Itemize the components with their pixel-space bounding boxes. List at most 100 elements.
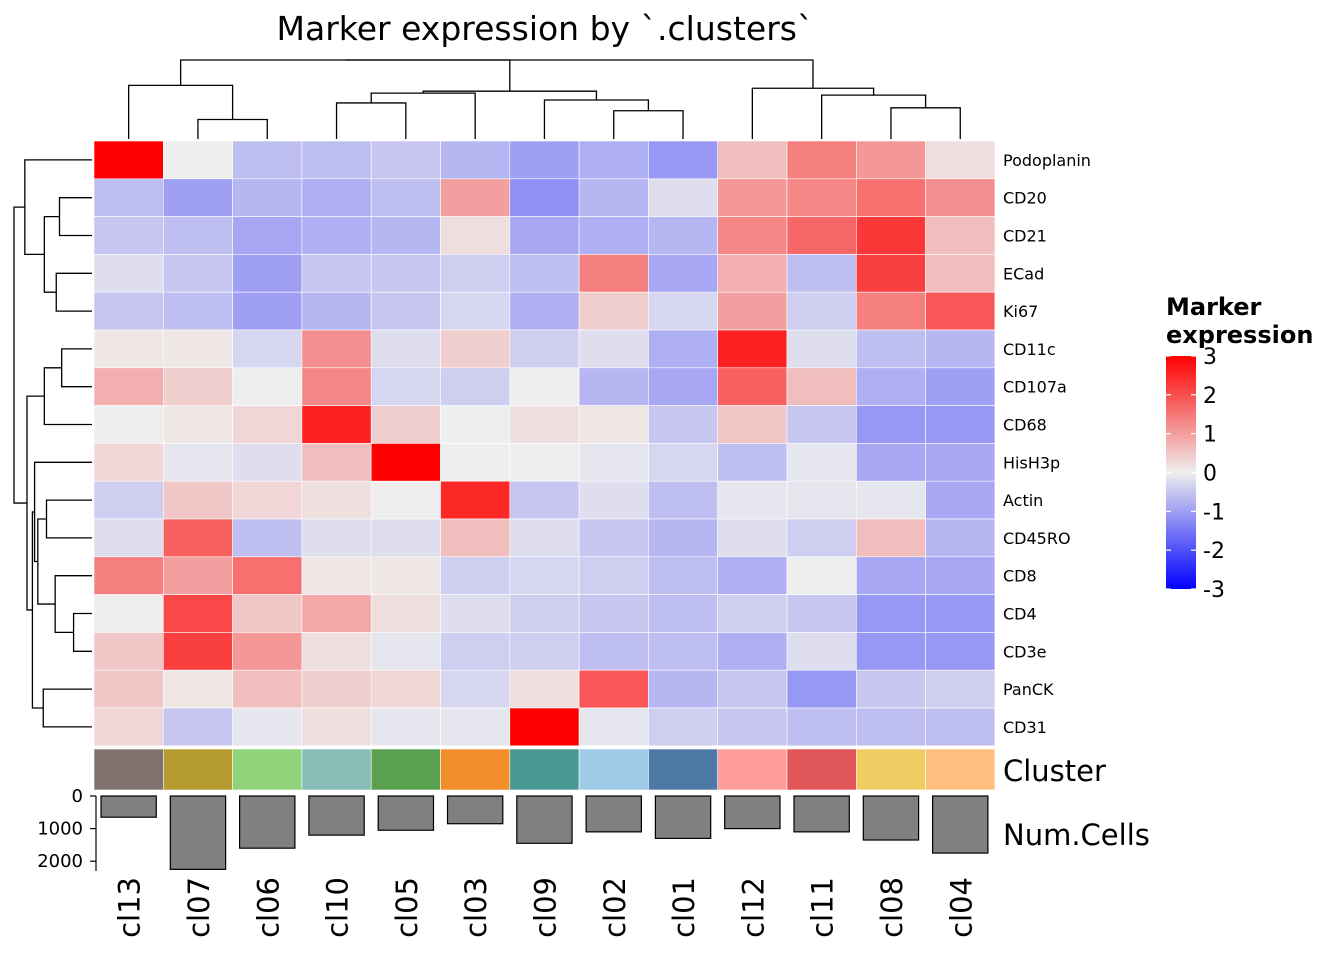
num-cells-bar xyxy=(100,795,157,818)
dendrogram-branch xyxy=(543,99,650,139)
heatmap-cell xyxy=(717,329,788,369)
heatmap-cell xyxy=(855,405,926,444)
num-cells-bar xyxy=(446,795,504,825)
heatmap-cell xyxy=(301,329,372,369)
row-label: CD107a xyxy=(1003,378,1067,397)
heatmap-cell xyxy=(163,367,233,406)
heatmap-cell xyxy=(232,594,303,633)
legend-tick-label: -1 xyxy=(1203,500,1225,525)
heatmap-cell xyxy=(648,140,719,180)
heatmap-cell xyxy=(440,632,511,671)
heatmap-cell xyxy=(578,707,649,747)
cluster-color-cell xyxy=(717,748,788,791)
heatmap-cell xyxy=(717,556,788,595)
heatmap-cell xyxy=(509,367,580,406)
heatmap-cell xyxy=(786,140,857,180)
heatmap-cell xyxy=(163,405,233,444)
cluster-color-cell xyxy=(648,748,719,791)
heatmap-cell xyxy=(440,405,511,444)
row-label: ECad xyxy=(1003,264,1044,283)
heatmap-cell xyxy=(925,594,996,633)
heatmap-cell xyxy=(301,216,372,255)
row-label: CD45RO xyxy=(1003,529,1071,548)
row-label: CD3e xyxy=(1003,642,1047,661)
heatmap-cell xyxy=(301,556,372,595)
heatmap-cell xyxy=(786,669,857,709)
heatmap-cell xyxy=(232,518,303,558)
row-label: CD68 xyxy=(1003,416,1047,435)
dendrogram-branch xyxy=(13,206,27,504)
dendrogram-branch xyxy=(43,367,92,426)
cluster-color-cell xyxy=(578,748,649,791)
heatmap-cell xyxy=(855,632,926,671)
dendrogram-branch xyxy=(335,102,407,139)
heatmap-cell xyxy=(93,329,164,369)
heatmap-cell xyxy=(301,405,372,444)
heatmap-cell xyxy=(925,707,996,747)
heatmap-cell xyxy=(93,518,164,558)
heatmap-cell xyxy=(232,367,303,406)
heatmap-cell xyxy=(163,443,233,482)
heatmap-cell xyxy=(855,178,926,217)
heatmap-cell xyxy=(440,291,511,331)
row-label: Actin xyxy=(1003,491,1043,510)
heatmap-cell xyxy=(370,216,441,255)
heatmap-cell xyxy=(232,329,303,369)
heatmap-cell xyxy=(925,329,996,369)
heatmap-cell xyxy=(717,594,788,633)
heatmap-cell xyxy=(855,480,926,520)
heatmap-cell xyxy=(370,518,441,558)
heatmap-cell xyxy=(717,140,788,180)
heatmap-cell xyxy=(855,518,926,558)
heatmap-cell xyxy=(93,140,164,180)
heatmap-cell xyxy=(925,291,996,331)
heatmap-cell xyxy=(648,518,719,558)
heatmap-cell xyxy=(648,594,719,633)
heatmap-cell xyxy=(578,291,649,331)
heatmap-cell xyxy=(855,367,926,406)
heatmap-cell xyxy=(440,140,511,180)
heatmap-cell xyxy=(786,594,857,633)
legend-tick-label: 1 xyxy=(1203,423,1217,448)
cluster-color-cell xyxy=(440,748,511,791)
heatmap-cell xyxy=(717,707,788,747)
row-label: CD4 xyxy=(1003,605,1037,624)
heatmap-cell xyxy=(509,405,580,444)
dendrogram-branch xyxy=(890,107,961,139)
heatmap-cell xyxy=(301,594,372,633)
heatmap-cell xyxy=(440,367,511,406)
heatmap-cell xyxy=(648,216,719,255)
heatmap-cell xyxy=(163,254,233,293)
heatmap-cell xyxy=(578,518,649,558)
heatmap-cell xyxy=(648,367,719,406)
heatmap-cell xyxy=(786,556,857,595)
row-label: HisH3p xyxy=(1003,453,1060,472)
cluster-annotation-label: Cluster xyxy=(1003,754,1106,788)
heatmap-cell xyxy=(163,178,233,217)
heatmap-cell xyxy=(648,669,719,709)
chart-title: Marker expression by `.clusters` xyxy=(277,9,814,48)
dendrogram-branch xyxy=(24,159,92,256)
column-label: cl12 xyxy=(736,877,770,938)
cluster-color-cell xyxy=(855,748,926,791)
heatmap-cell xyxy=(163,632,233,671)
heatmap-cell xyxy=(232,443,303,482)
heatmap-cell xyxy=(440,518,511,558)
heatmap-cell xyxy=(93,594,164,633)
heatmap-cell xyxy=(509,329,580,369)
heatmap-cell xyxy=(93,216,164,255)
heatmap-cell xyxy=(578,632,649,671)
cluster-annotation xyxy=(93,748,996,791)
cluster-color-cell xyxy=(232,748,303,791)
heatmap-cell xyxy=(440,556,511,595)
heatmap-cell xyxy=(717,669,788,709)
heatmap-cell xyxy=(578,594,649,633)
dendrogram-branch xyxy=(54,575,92,634)
heatmap-cell xyxy=(855,556,926,595)
num-cells-bar xyxy=(724,795,781,830)
heatmap-cell xyxy=(786,367,857,406)
heatmap-cell xyxy=(648,707,719,747)
heatmap-cell xyxy=(855,594,926,633)
dendrogram-branch xyxy=(422,90,598,100)
num-cells-tick-label: 0 xyxy=(72,786,83,807)
